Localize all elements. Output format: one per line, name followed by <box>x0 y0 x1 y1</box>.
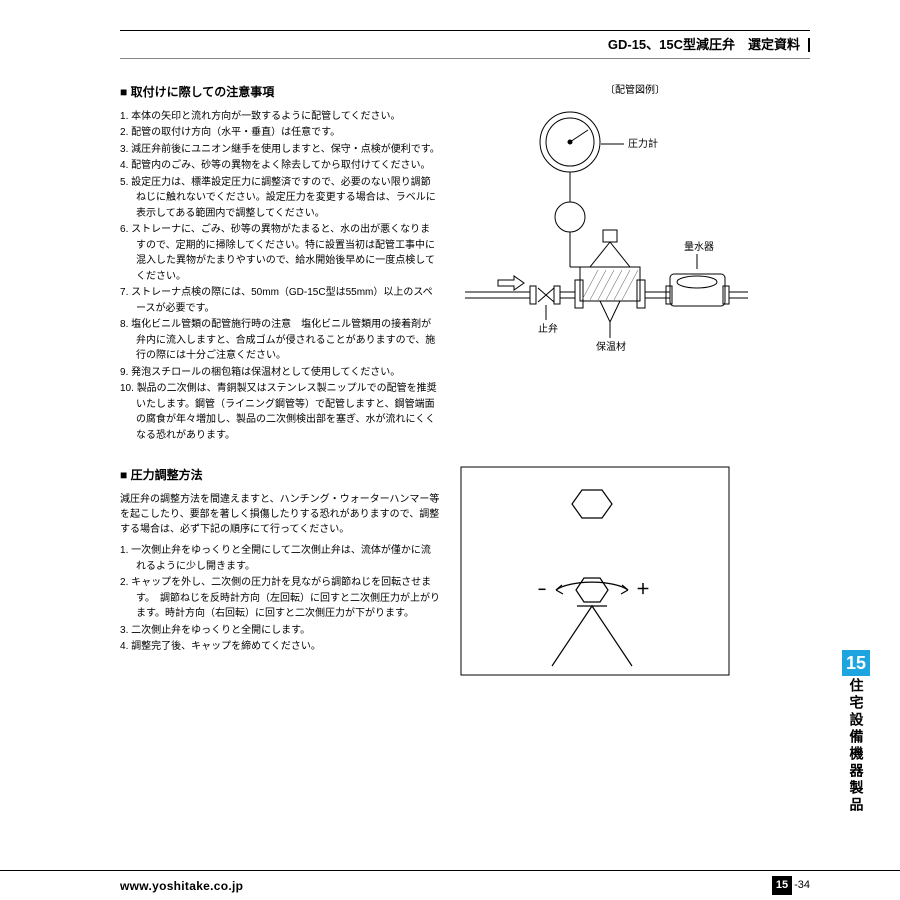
label-meter: 量水器 <box>684 241 714 253</box>
label-gauge: 圧力計 <box>628 137 658 150</box>
section2-title: ■ 圧力調整方法 <box>120 466 440 484</box>
list-item: 一次側止弁をゆっくりと全開にして二次側止弁は、流体が僅かに流れるように少し開きま… <box>120 543 440 574</box>
list-item: キャップを外し、二次側の圧力計を見ながら調節ねじを回転させます。 調節ねじを反時… <box>120 575 440 622</box>
list-item: ストレーナ点検の際には、50mm（GD-15C型は55mm）以上のスペースが必要… <box>120 285 440 316</box>
list-item: 調整完了後、キャップを締めてください。 <box>120 639 440 655</box>
footer-chapter: 15 <box>772 876 792 895</box>
installation-diagram-col: 〔配管図例〕 <box>460 83 810 445</box>
diagram1-title: 〔配管図例〕 <box>460 83 810 98</box>
label-valve: 止弁 <box>538 322 558 335</box>
section1-title: ■ 取付けに際しての注意事項 <box>120 83 440 101</box>
plus-icon: ＋ <box>636 581 650 597</box>
piping-diagram: 圧力計 量水器 止弁 保温材 <box>460 102 750 362</box>
list-item: 設定圧力は、標準設定圧力に調整済ですので、必要のない限り調節ねじに触れないでくだ… <box>120 175 440 222</box>
footer-page: 15-34 <box>772 876 810 895</box>
list-item: 塩化ビニル管類の配管施行時の注意 塩化ビニル管類用の接着剤が弁内に流入しますと、… <box>120 317 440 364</box>
chapter-number-badge: 15 <box>842 650 870 676</box>
section-installation: ■ 取付けに際しての注意事項 本体の矢印と流れ方向が一致するように配管してくださ… <box>120 83 810 445</box>
section-adjustment: ■ 圧力調整方法 減圧弁の調整方法を間違えますと、ハンチング・ウォーターハンマー… <box>120 466 810 676</box>
list-item: 製品の二次側は、青銅製又はステンレス製ニップルでの配管を推奨いたします。鋼管（ラ… <box>120 381 440 443</box>
installation-text-col: ■ 取付けに際しての注意事項 本体の矢印と流れ方向が一致するように配管してくださ… <box>120 83 440 445</box>
header-tick <box>808 38 810 52</box>
page-footer: www.yoshitake.co.jp 15-34 <box>0 870 900 900</box>
page-header: GD-15、15C型減圧弁 選定資料 <box>120 35 810 59</box>
list-item: 配管の取付け方向（水平・垂直）は任意です。 <box>120 125 440 141</box>
chapter-side-tab: 15 住宅設備機器製品 <box>842 650 870 814</box>
label-insulation: 保温材 <box>596 340 626 353</box>
header-title: GD-15、15C型減圧弁 選定資料 <box>608 35 800 55</box>
list-item: 二次側止弁をゆっくりと全開にします。 <box>120 623 440 639</box>
header-top-rule <box>120 30 810 31</box>
page: GD-15、15C型減圧弁 選定資料 ■ 取付けに際しての注意事項 本体の矢印と… <box>0 0 900 870</box>
list-item: 発泡スチロールの梱包箱は保温材として使用してください。 <box>120 365 440 381</box>
list-item: 本体の矢印と流れ方向が一致するように配管してください。 <box>120 109 440 125</box>
section2-intro: 減圧弁の調整方法を間違えますと、ハンチング・ウォーターハンマー等を起こしたり、要… <box>120 492 440 537</box>
chapter-label: 住宅設備機器製品 <box>846 678 867 814</box>
adjustment-text-col: ■ 圧力調整方法 減圧弁の調整方法を間違えますと、ハンチング・ウォーターハンマー… <box>120 466 440 676</box>
adjustment-diagram-col: − ＋ <box>460 466 810 676</box>
installation-list: 本体の矢印と流れ方向が一致するように配管してください。 配管の取付け方向（水平・… <box>120 109 440 444</box>
footer-pagenum: -34 <box>794 879 810 891</box>
list-item: 減圧弁前後にユニオン継手を使用しますと、保守・点検が便利です。 <box>120 142 440 158</box>
adjustment-list: 一次側止弁をゆっくりと全開にして二次側止弁は、流体が僅かに流れるように少し開きま… <box>120 543 440 655</box>
list-item: 配管内のごみ、砂等の異物をよく除去してから取付けてください。 <box>120 158 440 174</box>
list-item: ストレーナに、ごみ、砂等の異物がたまると、水の出が悪くなりますので、定期的に掃除… <box>120 222 440 284</box>
minus-icon: − <box>538 581 546 597</box>
footer-url: www.yoshitake.co.jp <box>120 877 243 895</box>
adjustment-diagram: − ＋ <box>460 466 730 676</box>
